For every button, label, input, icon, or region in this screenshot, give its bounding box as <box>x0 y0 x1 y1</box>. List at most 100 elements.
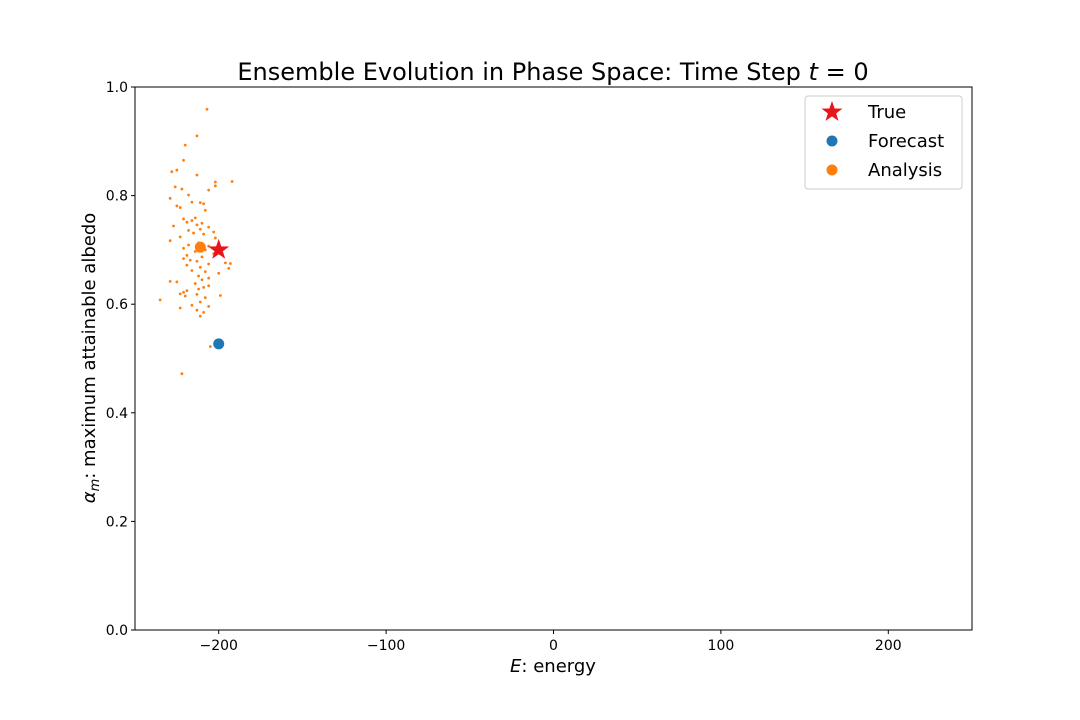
ensemble-point <box>183 143 187 147</box>
ensemble-point <box>218 294 222 297</box>
ensemble-point <box>158 298 162 302</box>
ensemble-point <box>207 284 211 288</box>
ensemble-point <box>192 231 195 235</box>
x-tick-label: 200 <box>875 638 902 654</box>
ensemble-point <box>197 287 201 291</box>
ensemble-point <box>207 304 211 308</box>
ensemble-point <box>178 292 182 296</box>
y-tick-label: 0.2 <box>106 514 128 530</box>
ensemble-point <box>195 308 199 312</box>
y-axis-label-rest: : maximum attainable albedo <box>79 213 100 479</box>
ensemble-point <box>170 170 174 174</box>
legend-forecast-marker <box>826 135 838 147</box>
legend-star-icon <box>821 101 843 121</box>
x-tick-label: −100 <box>367 638 405 654</box>
ensemble-point <box>182 246 185 250</box>
legend-frame <box>804 95 963 190</box>
ensemble-point <box>193 282 197 285</box>
ensemble-point <box>229 262 232 265</box>
ensemble-point <box>198 227 202 231</box>
ensemble-point <box>208 345 212 348</box>
ensemble-point <box>178 306 182 310</box>
ensemble-point <box>175 168 179 172</box>
ensemble-point <box>212 230 216 234</box>
ensemble-point <box>190 200 194 204</box>
x-axis-label-var: E <box>510 656 522 677</box>
ensemble-point <box>168 279 172 283</box>
ensemble-point <box>190 269 194 272</box>
ensemble-point <box>213 184 217 188</box>
ensemble-point <box>182 217 185 221</box>
ensemble-point <box>187 193 190 197</box>
y-tick-label: 0.6 <box>106 297 128 313</box>
x-axis-label-rest: : energy <box>521 656 596 677</box>
legend-label-analysis: Analysis <box>868 160 942 181</box>
chart-title-suffix: = 0 <box>818 58 869 86</box>
ensemble-point <box>217 271 221 275</box>
ensemble-point <box>195 223 199 227</box>
ensemble-point <box>185 289 189 293</box>
x-axis-label: E: energy <box>510 656 596 677</box>
legend-analysis-marker <box>826 164 838 176</box>
x-axis-ticks: −200 −100 0 100 200 <box>199 630 902 654</box>
ensemble-point <box>207 188 211 192</box>
ensemble-point <box>175 280 179 284</box>
ensemble-point <box>190 303 194 307</box>
ensemble-point <box>188 258 192 262</box>
ensemble-point <box>175 204 179 208</box>
ensemble-point <box>213 236 217 240</box>
ensemble-point <box>202 310 206 314</box>
ensemble-point <box>198 201 202 205</box>
ensemble-point <box>200 255 204 259</box>
y-tick-label: 0.8 <box>106 189 128 205</box>
ensemble-point <box>180 372 184 376</box>
legend: True Forecast Analysis <box>804 95 963 190</box>
ensemble-point <box>213 180 217 184</box>
ensemble-point <box>182 290 185 294</box>
ensemble-point <box>207 225 211 229</box>
ensemble-point <box>230 180 234 183</box>
ensemble-point <box>195 259 199 263</box>
ensemble-point <box>207 262 211 266</box>
chart-title-prefix: Ensemble Evolution in Phase Space: Time … <box>237 58 808 86</box>
ensemble-point <box>197 274 201 278</box>
y-axis-ticks: 0.0 0.2 0.4 0.6 0.8 1.0 <box>106 80 135 639</box>
ensemble-point <box>200 278 204 282</box>
ensemble-point <box>193 250 197 253</box>
ensemble-point <box>198 265 202 269</box>
ensemble-point <box>200 221 204 225</box>
y-tick-label: 0.0 <box>106 623 128 639</box>
ensemble-point <box>205 107 209 111</box>
ensemble-point <box>168 239 172 243</box>
x-tick-label: −200 <box>199 638 237 654</box>
ensemble-point <box>178 235 182 239</box>
true-marker <box>208 238 230 259</box>
ensemble-point <box>203 296 207 300</box>
ensemble-point <box>172 224 175 228</box>
y-tick-label: 1.0 <box>106 80 128 96</box>
ensemble-point <box>198 314 202 318</box>
ensemble-points <box>158 107 234 376</box>
ensemble-point <box>207 276 211 280</box>
ensemble-point <box>190 219 194 222</box>
y-tick-label: 0.4 <box>106 406 128 422</box>
ensemble-point <box>182 257 185 260</box>
y-axis-label-var: α <box>79 491 100 503</box>
legend-label-true: True <box>867 102 906 123</box>
ensemble-point <box>223 261 227 265</box>
ensemble-point <box>168 196 172 200</box>
ensemble-point <box>203 270 207 274</box>
ensemble-point <box>185 253 189 257</box>
ensemble-point <box>195 293 199 296</box>
ensemble-point <box>187 228 190 232</box>
ensemble-point <box>195 134 199 138</box>
main-markers <box>194 238 230 350</box>
ensemble-point <box>202 202 206 206</box>
ensemble-point <box>203 208 207 212</box>
ensemble-point <box>185 220 189 224</box>
y-axis-label-sub: m <box>88 479 103 492</box>
ensemble-point <box>183 294 187 298</box>
x-tick-label: 100 <box>708 638 735 654</box>
ensemble-point <box>180 187 184 191</box>
